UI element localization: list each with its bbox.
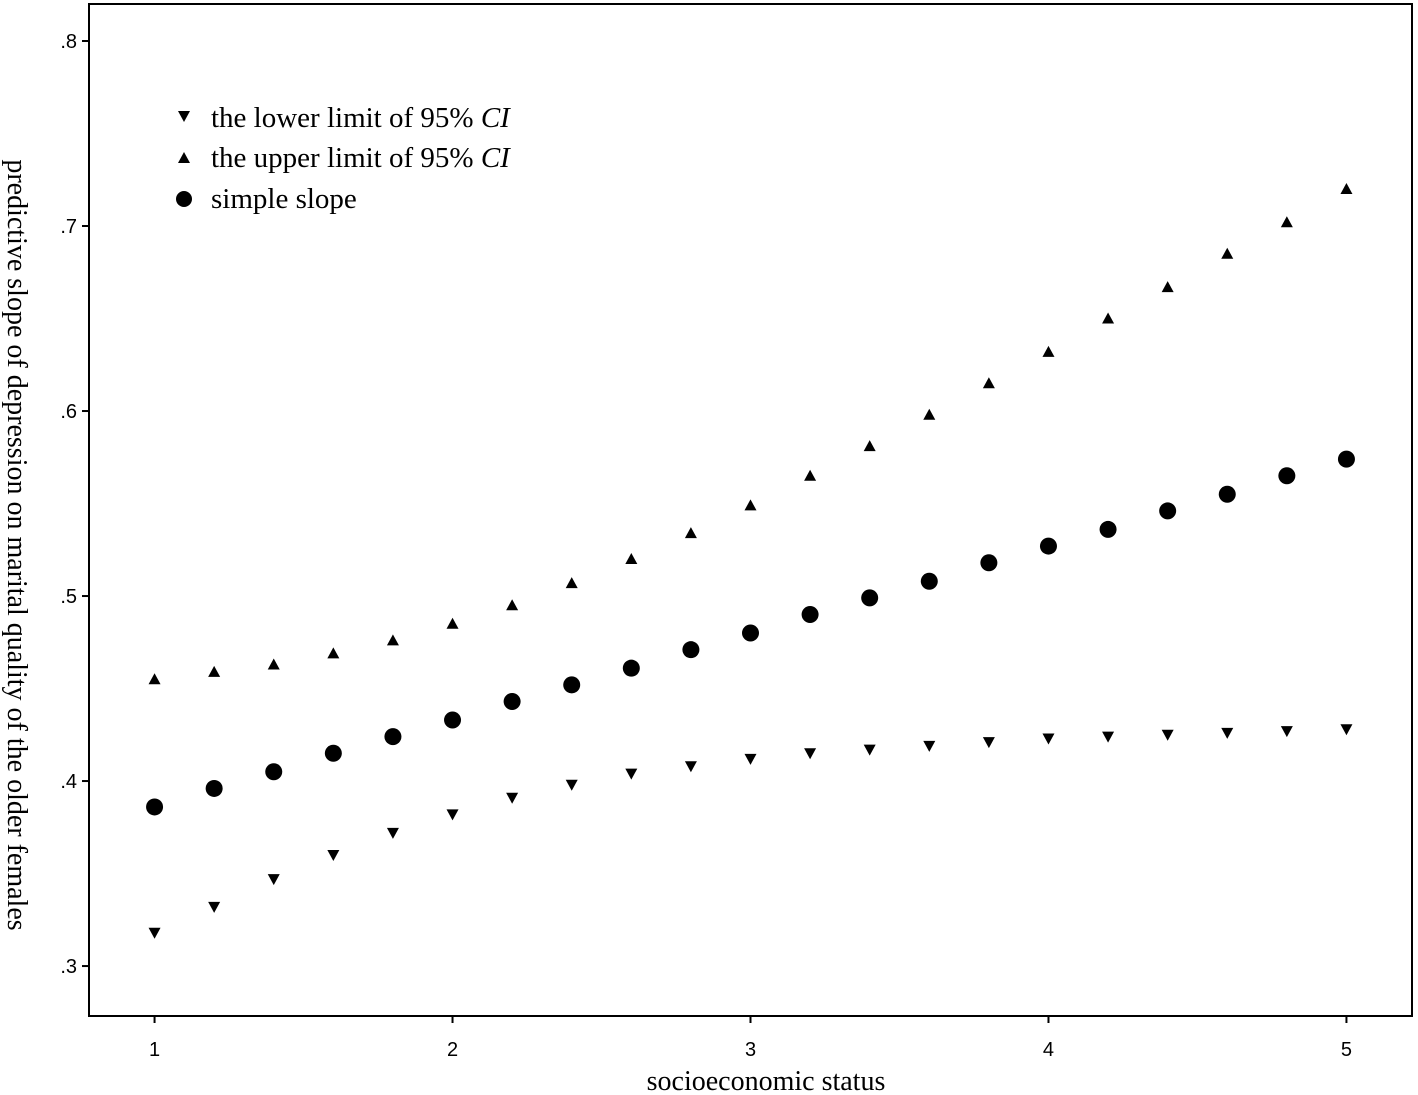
circle-point <box>1159 502 1177 520</box>
triangle-up-point <box>1161 281 1174 293</box>
triangle-up-point <box>1042 345 1055 357</box>
triangle-down-point <box>625 768 638 780</box>
legend-item-lower-limit: the lower limit of 95% CI <box>178 102 511 134</box>
y-axis-ticks: .3 .4 .5 .6 .7 .8 <box>60 31 89 978</box>
data-points <box>146 183 1355 939</box>
legend-label-upper-limit: the upper limit of 95% CI <box>211 142 511 174</box>
triangle-down-point <box>565 779 578 791</box>
triangle-down-point <box>1280 726 1293 738</box>
legend-label-simple-slope: simple slope <box>211 183 357 215</box>
triangle-up-point <box>148 673 161 685</box>
triangle-up-point <box>744 499 757 511</box>
legend-item-upper-limit: the upper limit of 95% CI <box>178 142 511 174</box>
legend-item-simple-slope: simple slope <box>176 183 357 215</box>
circle-point <box>384 728 402 746</box>
triangle-up-point <box>804 469 817 481</box>
circle-point <box>801 606 819 624</box>
triangle-up-point <box>923 408 936 420</box>
legend-label-lower-limit: the lower limit of 95% CI <box>211 102 511 134</box>
triangle-up-point <box>327 647 340 659</box>
x-tick-label: 2 <box>447 1039 458 1061</box>
triangle-up-point <box>1221 247 1234 259</box>
circle-point <box>1039 537 1057 555</box>
triangle-up-point <box>1280 216 1293 228</box>
triangle-down-point <box>208 901 221 913</box>
y-tick-label: .7 <box>60 216 77 238</box>
triangle-up-point <box>267 658 280 670</box>
triangle-down-point <box>446 809 459 821</box>
y-axis-title: predictive slope of depression on marita… <box>1 159 32 930</box>
triangle-down-point <box>1042 733 1055 745</box>
circle-point <box>920 572 938 590</box>
triangle-down-marker-icon <box>178 111 190 122</box>
triangle-down-point <box>506 792 519 804</box>
circle-point <box>1337 450 1355 468</box>
triangle-up-point <box>208 665 221 677</box>
triangle-up-point <box>565 577 578 589</box>
triangle-down-point <box>923 740 936 752</box>
circle-point <box>503 692 521 710</box>
circle-point <box>265 763 283 781</box>
triangle-up-marker-icon <box>178 152 190 163</box>
y-tick-label: .6 <box>60 401 77 423</box>
triangle-down-point <box>804 748 817 760</box>
triangle-up-point <box>863 440 876 452</box>
circle-point <box>980 554 998 572</box>
triangle-down-point <box>684 761 697 773</box>
triangle-down-point <box>386 827 399 839</box>
y-tick-label: .4 <box>60 771 77 793</box>
y-tick-label: .3 <box>60 956 77 978</box>
x-axis-title: socioeconomic status <box>647 1066 886 1095</box>
triangle-up-point <box>684 527 697 539</box>
triangle-up-point <box>386 634 399 646</box>
x-tick-label: 4 <box>1043 1039 1054 1061</box>
circle-point <box>563 676 581 694</box>
circle-point <box>1099 520 1117 538</box>
circle-point <box>861 589 879 607</box>
y-tick-label: .5 <box>60 586 77 608</box>
triangle-down-point <box>327 850 340 862</box>
triangle-up-point <box>506 599 519 611</box>
circle-point <box>146 798 164 816</box>
triangle-down-point <box>267 874 280 886</box>
triangle-down-point <box>1102 731 1115 743</box>
triangle-down-point <box>1161 729 1174 741</box>
triangle-up-point <box>625 553 638 565</box>
x-tick-label: 5 <box>1341 1039 1352 1061</box>
circle-point <box>622 659 640 677</box>
triangle-up-point <box>982 377 995 389</box>
triangle-down-point <box>863 744 876 756</box>
x-tick-label: 3 <box>745 1039 756 1061</box>
circle-point <box>205 779 223 797</box>
triangle-up-point <box>446 617 459 629</box>
legend: the lower limit of 95% CI the upper limi… <box>176 102 511 215</box>
triangle-down-point <box>744 753 757 765</box>
circle-point <box>742 624 759 642</box>
x-axis-ticks: 1 2 3 4 5 <box>149 1016 1352 1061</box>
circle-point <box>682 641 700 659</box>
y-tick-label: .8 <box>60 31 77 53</box>
triangle-up-point <box>1340 183 1353 195</box>
triangle-up-point <box>1102 312 1115 324</box>
circle-point <box>1218 485 1236 503</box>
circle-point <box>324 744 342 762</box>
triangle-down-point <box>1340 724 1353 736</box>
triangle-down-point <box>148 927 161 939</box>
circle-point <box>1278 467 1296 485</box>
triangle-down-point <box>1221 727 1234 739</box>
circle-point <box>444 711 462 729</box>
circle-marker-icon <box>176 191 192 207</box>
triangle-down-point <box>982 737 995 749</box>
x-tick-label: 1 <box>149 1039 160 1061</box>
